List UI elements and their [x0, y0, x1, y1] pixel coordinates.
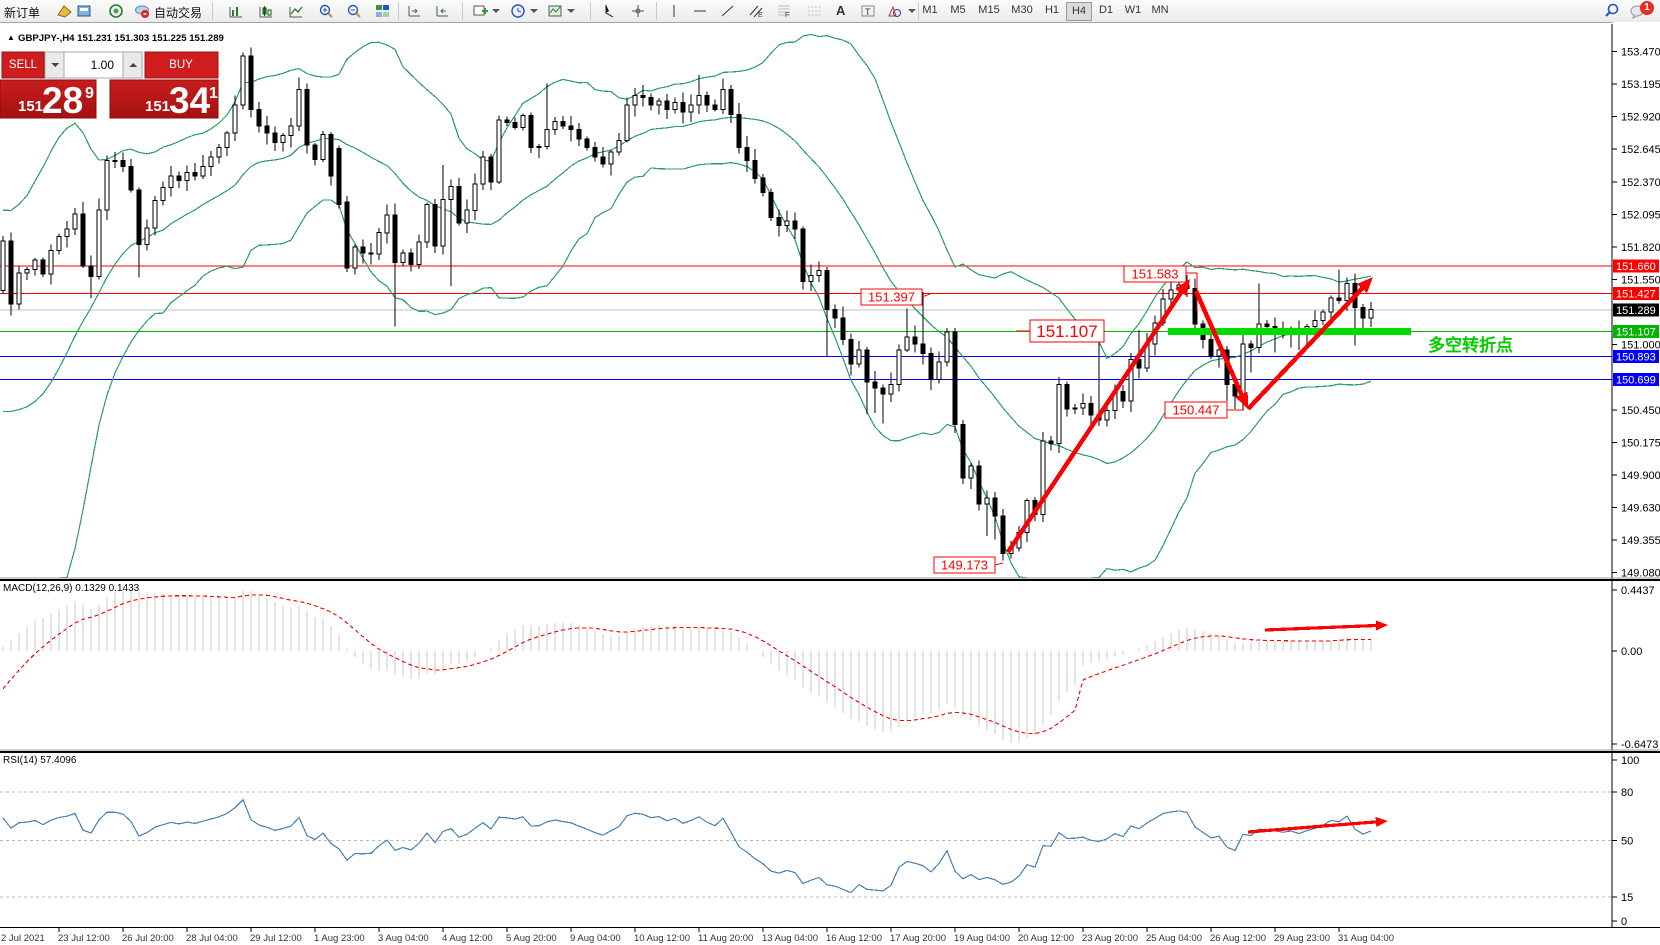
svg-text:50: 50 — [1621, 836, 1633, 848]
svg-text:149.630: 149.630 — [1621, 503, 1660, 515]
svg-text:151.427: 151.427 — [1616, 289, 1656, 301]
svg-text:GBPJPY-,H4 151.231 151.303 15: GBPJPY-,H4 151.231 151.303 151.225 151.2… — [18, 33, 224, 44]
svg-text:SELL: SELL — [9, 59, 38, 71]
svg-text:151.107: 151.107 — [1616, 326, 1656, 338]
svg-text:-0.6473: -0.6473 — [1621, 739, 1658, 751]
svg-text:1: 1 — [209, 85, 218, 102]
svg-text:150.699: 150.699 — [1616, 375, 1656, 387]
svg-text:151: 151 — [18, 98, 43, 115]
svg-text:20 Aug 12:00: 20 Aug 12:00 — [1018, 933, 1074, 944]
svg-text:19 Aug 04:00: 19 Aug 04:00 — [954, 933, 1010, 944]
svg-text:2 Jul 2021: 2 Jul 2021 — [1, 933, 45, 944]
svg-text:152.095: 152.095 — [1621, 209, 1660, 221]
svg-text:3 Aug 04:00: 3 Aug 04:00 — [378, 933, 429, 944]
svg-text:11 Aug 20:00: 11 Aug 20:00 — [698, 933, 753, 944]
svg-text:149.900: 149.900 — [1621, 470, 1660, 482]
svg-text:152.370: 152.370 — [1621, 177, 1660, 189]
svg-text:28 Jul 04:00: 28 Jul 04:00 — [186, 933, 238, 944]
svg-text:5 Aug 20:00: 5 Aug 20:00 — [506, 933, 557, 944]
svg-text:1 Aug 23:00: 1 Aug 23:00 — [314, 933, 365, 944]
svg-text:153.195: 153.195 — [1621, 79, 1660, 91]
svg-text:26 Aug 12:00: 26 Aug 12:00 — [1210, 933, 1266, 944]
svg-text:MACD(12,26,9) 0.1329 0.1433: MACD(12,26,9) 0.1329 0.1433 — [3, 583, 140, 594]
svg-text:0.00: 0.00 — [1621, 646, 1642, 658]
svg-text:9: 9 — [85, 85, 94, 102]
svg-text:4 Aug 12:00: 4 Aug 12:00 — [442, 933, 493, 944]
svg-text:151.107: 151.107 — [1036, 322, 1097, 341]
svg-text:151.660: 151.660 — [1616, 261, 1656, 273]
svg-text:151.000: 151.000 — [1621, 340, 1660, 352]
svg-text:17 Aug 20:00: 17 Aug 20:00 — [890, 933, 946, 944]
svg-text:100: 100 — [1621, 755, 1639, 767]
svg-text:E: E — [758, 12, 763, 19]
svg-text:26 Jul 20:00: 26 Jul 20:00 — [122, 933, 174, 944]
svg-text:23 Jul 12:00: 23 Jul 12:00 — [58, 933, 110, 944]
svg-text:31 Aug 04:00: 31 Aug 04:00 — [1338, 933, 1394, 944]
svg-text:BUY: BUY — [169, 59, 193, 71]
svg-text:25 Aug 04:00: 25 Aug 04:00 — [1146, 933, 1202, 944]
svg-text:34: 34 — [169, 80, 211, 121]
svg-text:1.00: 1.00 — [91, 58, 115, 72]
svg-text:153.470: 153.470 — [1621, 47, 1660, 59]
svg-text:23 Aug 20:00: 23 Aug 20:00 — [1082, 933, 1138, 944]
svg-text:150.450: 150.450 — [1621, 405, 1660, 417]
svg-text:▲: ▲ — [7, 33, 15, 42]
svg-text:151: 151 — [145, 98, 170, 115]
svg-text:16 Aug 12:00: 16 Aug 12:00 — [826, 933, 882, 944]
svg-text:10 Aug 12:00: 10 Aug 12:00 — [634, 933, 690, 944]
svg-text:0.4437: 0.4437 — [1621, 585, 1655, 597]
svg-text:150.175: 150.175 — [1621, 437, 1660, 449]
svg-text:151.583: 151.583 — [1132, 267, 1179, 282]
svg-text:29 Aug 23:00: 29 Aug 23:00 — [1274, 933, 1330, 944]
svg-text:9 Aug 04:00: 9 Aug 04:00 — [570, 933, 621, 944]
svg-text:RSI(14) 57.4096: RSI(14) 57.4096 — [3, 755, 77, 766]
svg-text:150.447: 150.447 — [1173, 403, 1220, 418]
svg-text:152.920: 152.920 — [1621, 112, 1660, 124]
svg-text:149.355: 149.355 — [1621, 535, 1660, 547]
svg-text:15: 15 — [1621, 892, 1633, 904]
svg-text:151.289: 151.289 — [1616, 305, 1656, 317]
svg-text:T: T — [865, 7, 871, 17]
svg-text:多空转折点: 多空转折点 — [1428, 335, 1513, 355]
svg-text:152.645: 152.645 — [1621, 144, 1660, 156]
svg-text:151.820: 151.820 — [1621, 242, 1660, 254]
svg-text:151.397: 151.397 — [868, 290, 915, 305]
svg-text:13 Aug 04:00: 13 Aug 04:00 — [762, 933, 818, 944]
svg-text:0: 0 — [1621, 916, 1627, 928]
svg-text:149.173: 149.173 — [941, 558, 988, 573]
svg-text:29 Jul 12:00: 29 Jul 12:00 — [250, 933, 302, 944]
svg-text:149.080: 149.080 — [1621, 568, 1660, 580]
svg-text:151.550: 151.550 — [1621, 275, 1660, 287]
svg-text:80: 80 — [1621, 787, 1633, 799]
svg-text:150.893: 150.893 — [1616, 352, 1656, 364]
svg-text:F: F — [785, 12, 789, 19]
svg-text:28: 28 — [42, 80, 83, 121]
